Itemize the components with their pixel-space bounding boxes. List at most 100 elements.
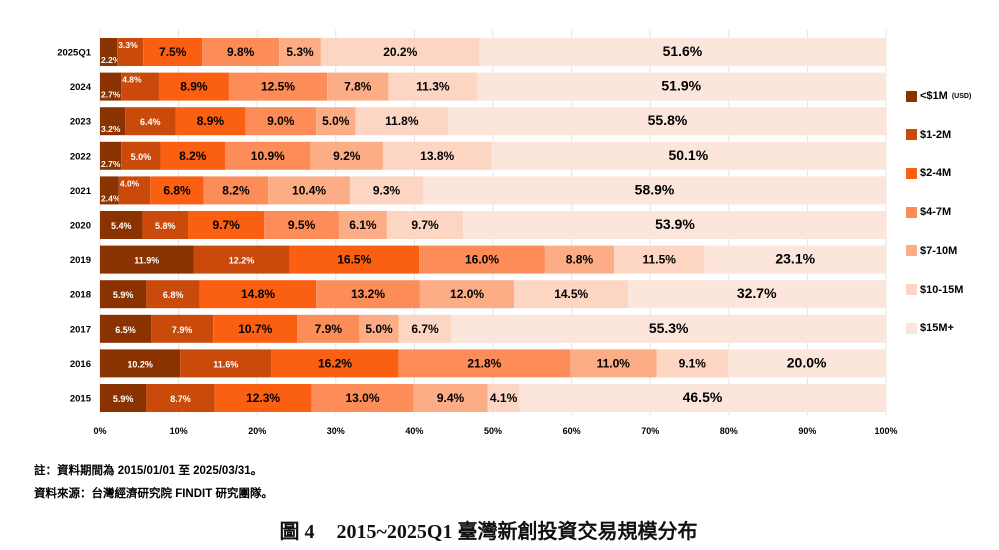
bar-segment xyxy=(143,38,203,66)
data-label: 8.2% xyxy=(179,149,207,163)
x-tick-label: 90% xyxy=(798,426,816,436)
bar-segment xyxy=(728,349,886,378)
data-label: 16.0% xyxy=(465,253,499,267)
x-tick-label: 30% xyxy=(327,426,345,436)
bar-segment xyxy=(245,107,317,136)
data-label: 9.7% xyxy=(411,218,439,232)
data-label: 7.9% xyxy=(315,322,343,336)
data-label: 11.8% xyxy=(385,114,419,128)
bar-segment xyxy=(193,245,290,274)
bar-segment xyxy=(224,141,311,170)
bar-segment xyxy=(544,245,615,274)
data-label: 8.9% xyxy=(197,114,225,128)
data-label: 9.3% xyxy=(373,183,401,197)
bar-segment xyxy=(158,72,229,101)
data-label: 12.3% xyxy=(246,391,280,405)
data-label: 5.8% xyxy=(155,221,176,231)
bar-segment xyxy=(355,107,449,136)
data-label: 6.4% xyxy=(140,117,161,127)
bar-segment xyxy=(150,176,204,205)
data-label: 10.7% xyxy=(238,322,272,336)
bar-segment xyxy=(320,38,480,66)
data-label: 5.0% xyxy=(365,322,393,336)
data-label: 50.1% xyxy=(668,147,708,163)
bar-segment xyxy=(398,314,452,343)
bar-segment xyxy=(151,314,214,343)
data-label: 13.0% xyxy=(346,391,380,405)
x-tick-label: 40% xyxy=(405,426,423,436)
bar-segment xyxy=(388,72,478,101)
category-label: 2019 xyxy=(70,255,91,266)
data-label: 2.2% xyxy=(101,55,121,65)
data-label: 9.8% xyxy=(227,45,255,59)
data-label: 14.5% xyxy=(554,287,588,301)
bar-segment xyxy=(125,107,176,136)
bar-segment xyxy=(519,384,886,412)
legend-unit: (USD) xyxy=(951,92,972,100)
bar-segment xyxy=(188,211,265,239)
data-label: 6.7% xyxy=(411,322,439,336)
category-label: 2018 xyxy=(70,290,91,301)
bar-segment xyxy=(121,72,159,101)
x-tick-label: 10% xyxy=(170,426,188,436)
figure-number: 圖 4 xyxy=(279,521,315,543)
data-label: 11.5% xyxy=(643,253,677,267)
data-label: 4.0% xyxy=(120,178,140,188)
legend-swatch xyxy=(906,284,917,295)
data-label: 46.5% xyxy=(683,389,723,405)
data-label: 5.4% xyxy=(111,221,132,231)
bar-segment xyxy=(202,38,280,66)
data-label: 16.2% xyxy=(318,356,352,370)
bar-segment xyxy=(316,107,356,136)
data-label: 6.1% xyxy=(349,218,377,232)
bar-segment xyxy=(479,38,886,66)
bar-segment xyxy=(100,384,147,412)
bar-segment xyxy=(614,245,705,274)
category-label: 2024 xyxy=(70,82,92,93)
bar-segment xyxy=(451,314,886,343)
data-label: 20.2% xyxy=(383,45,417,59)
legend-item: $4-7M xyxy=(906,206,951,218)
category-label: 2022 xyxy=(70,151,91,162)
category-label: 2025Q1 xyxy=(57,48,92,59)
bar-segment xyxy=(117,38,144,66)
data-label: 2.4% xyxy=(101,193,121,203)
data-label: 32.7% xyxy=(737,285,777,301)
legend-item: $1-2M xyxy=(906,129,951,141)
bar-segment xyxy=(487,384,520,412)
data-label: 13.2% xyxy=(351,287,385,301)
bar-segment xyxy=(311,384,414,412)
figure-title: 2015~2025Q1 臺灣新創投資交易規模分布 xyxy=(336,521,698,543)
legend-label: $4-7M xyxy=(920,206,952,219)
bar-segment xyxy=(327,72,389,101)
bar-segment xyxy=(146,280,200,309)
bar-segment xyxy=(100,314,152,343)
bar-segment xyxy=(279,38,321,66)
legend-item: $7-10M xyxy=(906,245,957,257)
data-label: 53.9% xyxy=(655,216,695,232)
data-label: 3.2% xyxy=(101,124,121,134)
data-label: 8.9% xyxy=(180,80,208,94)
data-label: 7.5% xyxy=(159,45,187,59)
bar-segment xyxy=(491,141,886,170)
data-label: 55.8% xyxy=(648,112,688,128)
bar-segment xyxy=(160,141,225,170)
data-label: 2.7% xyxy=(101,90,121,100)
data-label: 7.9% xyxy=(172,325,193,335)
data-label: 14.8% xyxy=(241,287,275,301)
x-tick-label: 100% xyxy=(874,426,897,436)
data-label: 51.6% xyxy=(663,43,703,59)
data-label: 10.9% xyxy=(251,149,285,163)
data-label: 6.8% xyxy=(163,183,191,197)
x-tick-label: 70% xyxy=(641,426,659,436)
legend-swatch xyxy=(906,167,917,179)
bar-segment xyxy=(271,349,399,378)
legend-item: <$1M (USD) xyxy=(906,90,971,102)
data-label: 8.8% xyxy=(566,253,594,267)
bar-segment xyxy=(180,349,272,378)
bar-segment xyxy=(514,280,629,309)
bar-segment xyxy=(100,280,147,309)
data-label: 5.0% xyxy=(322,114,350,128)
data-label: 9.1% xyxy=(679,356,707,370)
x-tick-label: 20% xyxy=(248,426,266,436)
